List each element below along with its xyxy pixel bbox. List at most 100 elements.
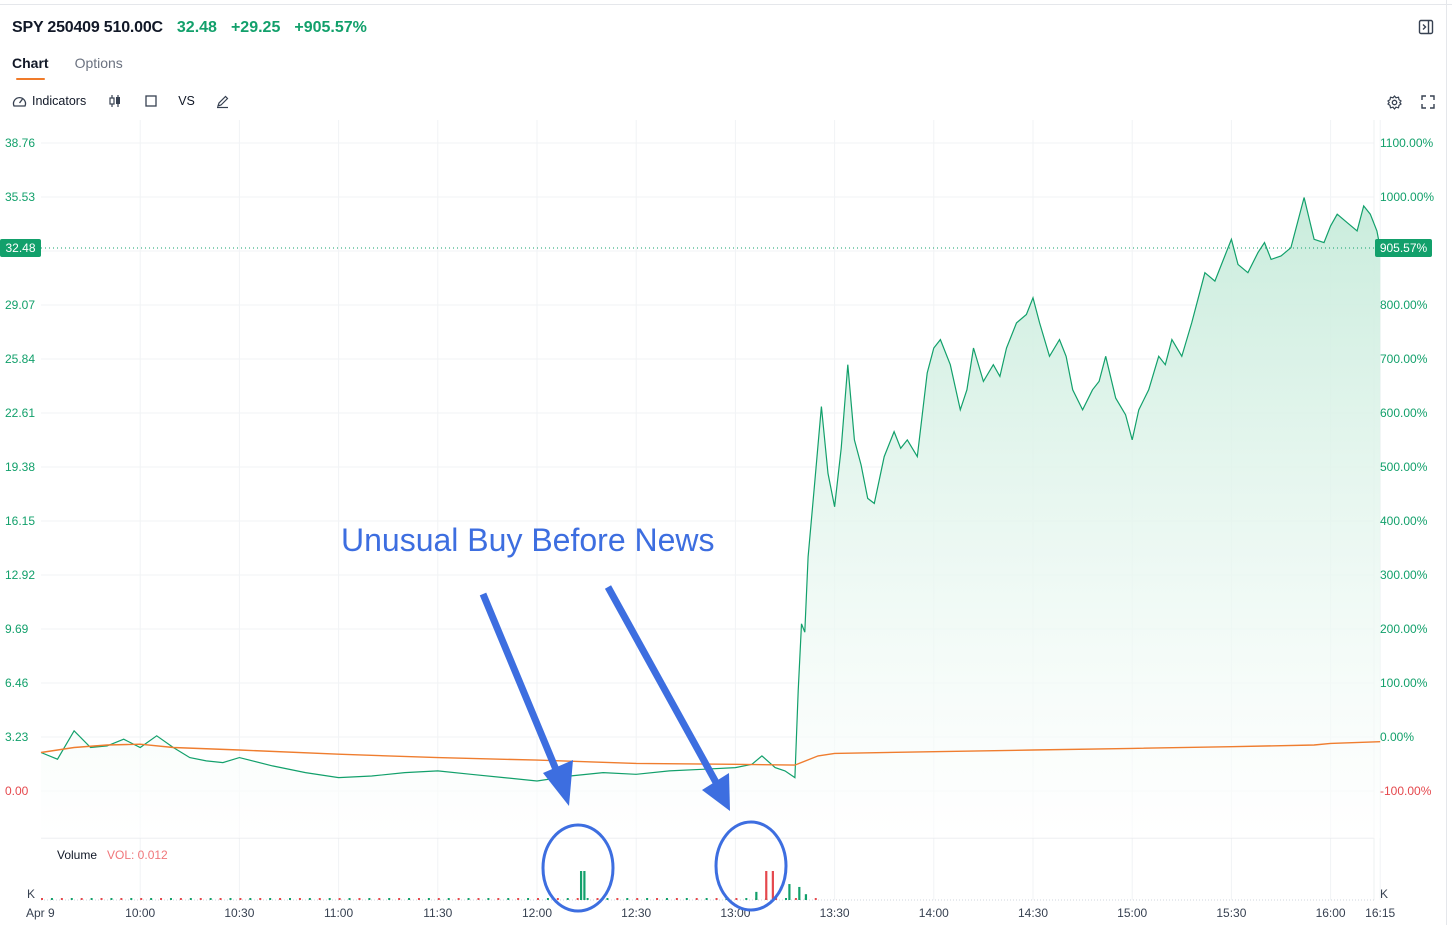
x-axis-tick: 12:00 — [522, 906, 552, 920]
volume-bar-minor — [447, 898, 450, 900]
y-axis-left-tick: 38.76 — [5, 136, 35, 150]
volume-unit-left: K — [27, 887, 35, 901]
volume-bar-minor — [517, 898, 520, 900]
volume-bar-minor — [417, 898, 420, 900]
volume-bar-minor — [616, 898, 619, 900]
y-axis-right-tick: -100.00% — [1380, 784, 1432, 798]
x-axis-tick: 16:15 — [1365, 906, 1395, 920]
volume-bar-minor — [596, 898, 599, 900]
volume-bar-minor — [259, 898, 262, 900]
volume-bar-minor — [527, 898, 530, 900]
contract-title: SPY 250409 510.00C — [12, 19, 163, 36]
annotation-overlay — [479, 585, 788, 913]
y-axis-left-tick: 0.00 — [5, 784, 29, 798]
volume-bar-minor — [636, 898, 639, 900]
annotation-arrow-head — [543, 760, 573, 806]
y-axis-right-tick: 400.00% — [1380, 514, 1428, 528]
x-axis-tick: 11:30 — [423, 906, 452, 920]
price-chart[interactable]: 38.76 35.53 29.07 25.84 22.61 19.38 16.15 12.92… — [0, 120, 1446, 925]
volume-bar-minor — [794, 898, 797, 900]
current-pct-badge — [1375, 238, 1432, 257]
view-tabs: Chart Options — [12, 55, 123, 80]
y-axis-left-tick: 29.07 — [5, 298, 35, 312]
settings-icon[interactable] — [1385, 92, 1403, 112]
y-axis-right-tick: 500.00% — [1380, 460, 1428, 474]
volume-bar-minor — [626, 898, 629, 900]
volume-bar-minor — [745, 898, 748, 900]
tab-chart[interactable]: Chart — [12, 55, 49, 80]
chart-toolbar: Indicators VS — [12, 91, 230, 111]
indicators-button[interactable]: Indicators — [12, 91, 86, 111]
right-border — [1446, 0, 1447, 925]
volume-bar-minor — [120, 898, 123, 900]
volume-bar-minor — [308, 898, 311, 900]
volume-bar — [798, 886, 801, 900]
x-axis-tick: 13:30 — [820, 906, 850, 920]
volume-bar-minor — [457, 898, 460, 900]
volume-bar-minor — [209, 898, 212, 900]
volume-bar-minor — [785, 898, 787, 900]
volume-bar-minor — [427, 898, 430, 900]
volume-bar-minor — [685, 898, 688, 900]
volume-bar-minor — [189, 898, 192, 900]
volume-bar-minor — [318, 898, 321, 900]
volume-bar-minor — [179, 898, 182, 900]
x-axis-tick: 14:30 — [1018, 906, 1048, 920]
square-icon[interactable] — [144, 91, 158, 111]
price-line — [40, 197, 1381, 782]
compare-label: VS — [178, 94, 195, 108]
volume-bar-minor — [50, 898, 53, 900]
volume-value: VOL: 0.012 — [107, 848, 168, 862]
x-axis-tick: 10:00 — [125, 906, 155, 920]
y-axis-left-tick: 3.23 — [5, 730, 29, 744]
volume-bar — [579, 871, 583, 900]
candlestick-icon[interactable] — [108, 91, 122, 111]
y-axis-right-tick: 1100.00% — [1380, 136, 1433, 150]
price-change-percent: +905.57% — [294, 19, 367, 36]
volume-bar-minor — [90, 898, 93, 900]
volume-bar-minor — [715, 898, 718, 900]
volume-bar-minor — [675, 898, 678, 900]
y-axis-left-tick: 35.53 — [5, 190, 35, 204]
volume-bar — [755, 891, 758, 900]
volume-bar-minor — [279, 898, 282, 900]
volume-bar-minor — [398, 898, 401, 900]
current-price-label: 32.48 — [5, 241, 35, 255]
volume-unit-right: K — [1380, 887, 1388, 901]
volume-bar-minor — [487, 898, 490, 900]
x-axis-tick: 15:30 — [1216, 906, 1246, 920]
volume-bar-minor — [388, 898, 391, 900]
annotation-circle — [541, 823, 615, 913]
volume-bar-minor — [566, 898, 569, 900]
y-axis-right-tick: 200.00% — [1380, 622, 1428, 636]
volume-bar-minor — [537, 898, 539, 900]
volume-bar-minor — [100, 898, 103, 900]
collapse-panel-icon[interactable] — [1418, 19, 1434, 35]
x-axis-tick: 15:00 — [1117, 906, 1147, 920]
volume-bar — [583, 871, 586, 900]
y-axis-right-tick: 100.00% — [1380, 676, 1428, 690]
price-area — [41, 197, 1381, 838]
volume-bar-minor — [437, 898, 440, 900]
volume-bar-minor — [358, 898, 361, 900]
volume-bar-minor — [497, 898, 500, 900]
pen-icon[interactable] — [215, 91, 230, 111]
y-axis-right-tick: 0.00% — [1380, 730, 1414, 744]
fullscreen-icon[interactable] — [1419, 92, 1437, 112]
volume-bar-minor — [229, 898, 232, 900]
annotation-arrow-head — [702, 773, 730, 811]
volume-bar-minor — [110, 898, 113, 900]
volume-bar-minor — [556, 898, 559, 900]
volume-bar-minor — [199, 898, 202, 900]
y-axis-right-tick: 300.00% — [1380, 568, 1428, 582]
compare-button[interactable]: VS — [178, 91, 195, 111]
current-price-badge — [0, 238, 41, 257]
volume-bar-minor — [169, 898, 172, 900]
tab-options[interactable]: Options — [74, 55, 123, 71]
y-axis-left-tick: 25.84 — [5, 352, 35, 366]
y-axis-left-tick: 22.61 — [5, 406, 35, 420]
y-axis-right-tick: 800.00% — [1380, 298, 1428, 312]
x-axis-tick: 14:00 — [919, 906, 949, 920]
volume-bar-minor — [249, 898, 252, 900]
volume-bar-minor — [606, 898, 609, 900]
